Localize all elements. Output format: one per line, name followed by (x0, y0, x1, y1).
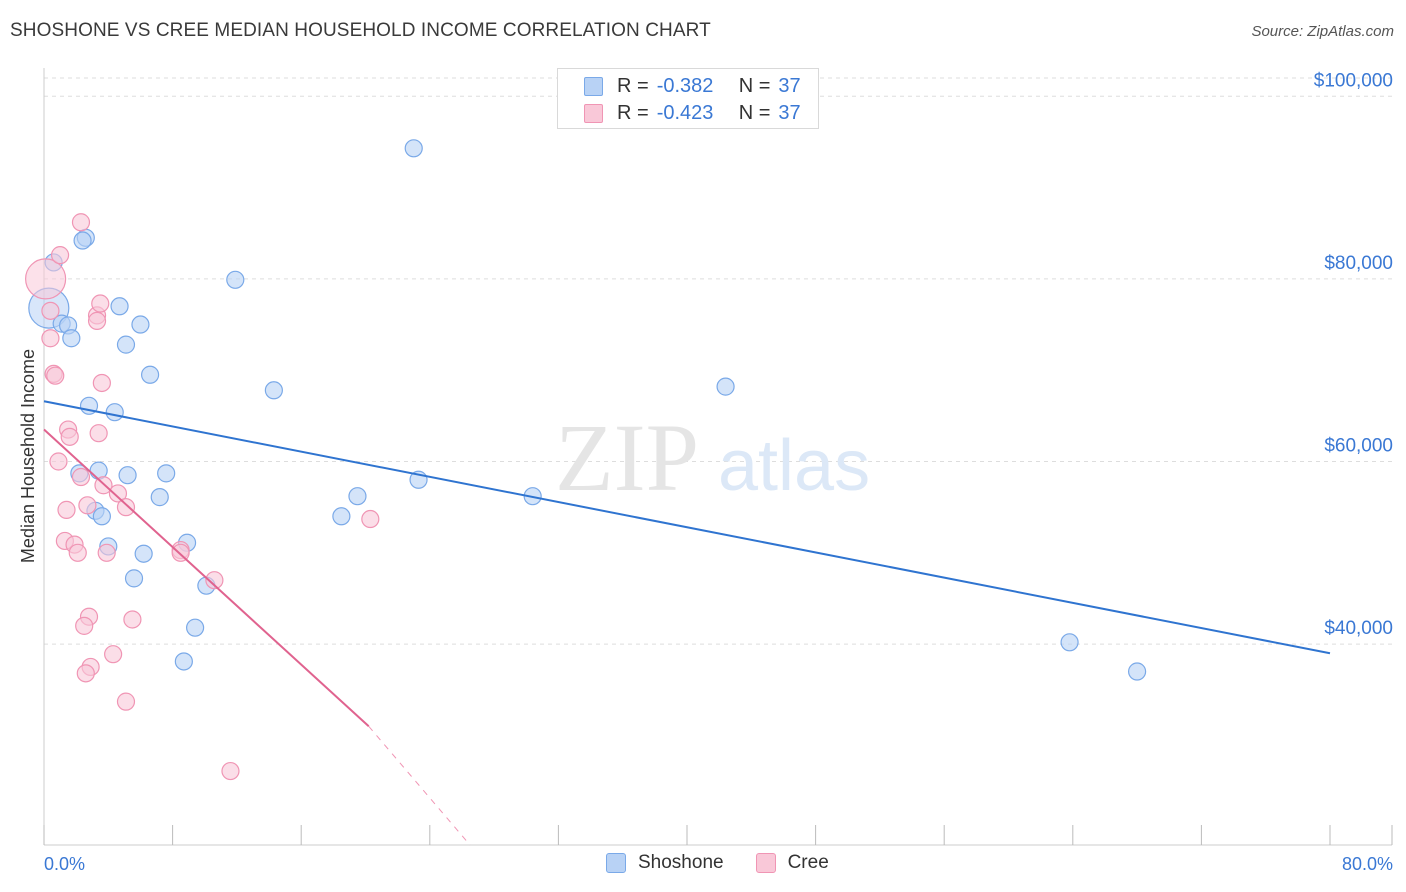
cree-trend-extension (368, 725, 471, 846)
r-label: R = (617, 101, 649, 124)
cree-trend-line (43, 428, 370, 728)
cree-point (92, 373, 111, 393)
cree-point (361, 509, 380, 529)
n-value: 37 (778, 74, 801, 97)
watermark-atlas: atlas (718, 426, 870, 506)
cree-points (25, 213, 380, 781)
shoshone-point (131, 315, 150, 334)
cree-swatch (584, 103, 603, 123)
n-value: 37 (778, 101, 801, 124)
y-axis-label: Median Household Income (18, 349, 38, 563)
legend-row-shoshone: R = -0.382 N = 37 (584, 74, 801, 98)
legend-item-shoshone[interactable]: Shoshone (606, 852, 724, 874)
cree-point (71, 213, 91, 232)
shoshone-trend-line (43, 400, 1331, 655)
y-tick-label: $40,000 (1324, 618, 1393, 639)
legend-label: Cree (787, 852, 829, 873)
shoshone-point (150, 488, 169, 507)
legend-row-cree: R = -0.423 N = 37 (584, 101, 801, 125)
cree-point (68, 543, 87, 562)
shoshone-point (105, 403, 124, 422)
cree-point (71, 467, 91, 487)
shoshone-point (174, 652, 193, 671)
shoshone-point (348, 487, 367, 506)
shoshone-point (264, 381, 283, 400)
cree-point (57, 500, 76, 519)
cree-point (97, 543, 116, 562)
series-legend: Shoshone Cree (606, 852, 861, 874)
shoshone-point (118, 466, 137, 485)
cree-point (75, 616, 94, 635)
r-value: -0.382 (656, 74, 714, 97)
source-label: Source: ZipAtlas.com (1251, 23, 1394, 40)
shoshone-point (116, 335, 136, 354)
cree-point (46, 366, 65, 385)
cree-point (108, 484, 128, 503)
cree-point (50, 246, 70, 265)
x-tick-label: 80.0% (1342, 854, 1393, 874)
r-value: -0.423 (656, 101, 714, 124)
shoshone-point (404, 139, 423, 158)
cree-point (221, 761, 240, 781)
shoshone-point (62, 329, 81, 348)
cree-point (104, 645, 123, 664)
shoshone-point (1127, 662, 1147, 681)
cree-point (41, 329, 60, 348)
shoshone-point (124, 569, 144, 588)
r-label: R = (617, 74, 649, 97)
correlation-legend: R = -0.382 N = 37 R = -0.423 N = 37 (557, 68, 819, 129)
legend-item-cree[interactable]: Cree (755, 852, 829, 874)
cree-point (25, 258, 67, 300)
y-tick-label: $100,000 (1314, 70, 1393, 91)
cree-point (91, 294, 110, 313)
legend-label: Shoshone (638, 852, 724, 873)
cree-point (60, 427, 79, 446)
cree-point (89, 424, 108, 443)
shoshone-point (332, 507, 351, 526)
watermark-zip: ZIP (555, 404, 699, 511)
cree-point (87, 311, 107, 330)
cree-point (205, 571, 224, 590)
shoshone-point (92, 507, 111, 526)
shoshone-point (140, 365, 160, 384)
shoshone-point (1060, 633, 1079, 652)
cree-swatch (755, 853, 776, 873)
shoshone-swatch (584, 76, 603, 96)
shoshone-point (110, 297, 129, 316)
shoshone-swatch (606, 853, 626, 873)
cree-point (123, 610, 142, 629)
shoshone-point (73, 231, 92, 250)
y-tick-label: $60,000 (1324, 436, 1393, 457)
cree-point (76, 664, 95, 683)
shoshone-point (716, 377, 735, 396)
n-label: N = (738, 74, 771, 97)
cree-point (41, 301, 60, 320)
n-label: N = (738, 101, 771, 124)
cree-point (49, 452, 68, 471)
y-tick-label: $80,000 (1324, 253, 1393, 274)
shoshone-point (134, 544, 153, 563)
cree-point (78, 496, 97, 515)
shoshone-point (226, 270, 245, 289)
x-tick-label: 0.0% (44, 854, 85, 874)
chart-title: SHOSHONE VS CREE MEDIAN HOUSEHOLD INCOME… (10, 20, 711, 41)
shoshone-point (157, 464, 176, 483)
shoshone-point (186, 618, 205, 637)
cree-point (116, 498, 136, 517)
cree-point (116, 692, 136, 711)
